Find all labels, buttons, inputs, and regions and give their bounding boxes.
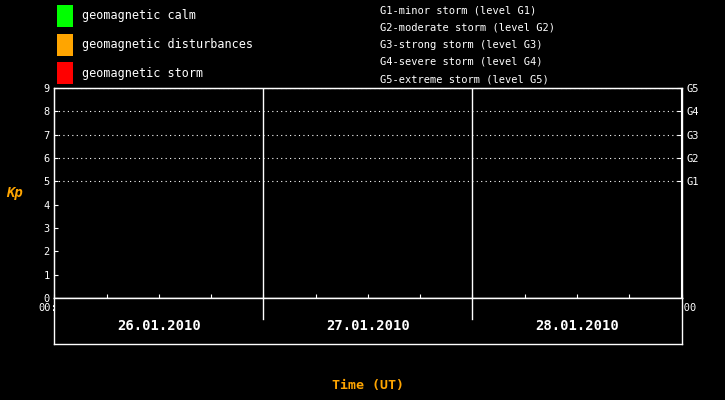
Text: G1-minor storm (level G1): G1-minor storm (level G1) [381, 5, 536, 15]
Text: G3-strong storm (level G3): G3-strong storm (level G3) [381, 40, 543, 50]
Text: geomagnetic calm: geomagnetic calm [82, 10, 196, 22]
Text: G4-severe storm (level G4): G4-severe storm (level G4) [381, 57, 543, 67]
Text: G5-extreme storm (level G5): G5-extreme storm (level G5) [381, 74, 550, 84]
Text: 28.01.2010: 28.01.2010 [535, 318, 619, 333]
Text: geomagnetic storm: geomagnetic storm [82, 67, 203, 80]
Text: Kp: Kp [6, 186, 23, 200]
Text: Time (UT): Time (UT) [332, 379, 404, 392]
Text: 26.01.2010: 26.01.2010 [117, 318, 201, 333]
Text: G2-moderate storm (level G2): G2-moderate storm (level G2) [381, 22, 555, 33]
Bar [57, 5, 73, 27]
Text: 27.01.2010: 27.01.2010 [326, 318, 410, 333]
Bar [57, 34, 73, 56]
Text: geomagnetic disturbances: geomagnetic disturbances [82, 38, 253, 51]
Bar [57, 62, 73, 85]
